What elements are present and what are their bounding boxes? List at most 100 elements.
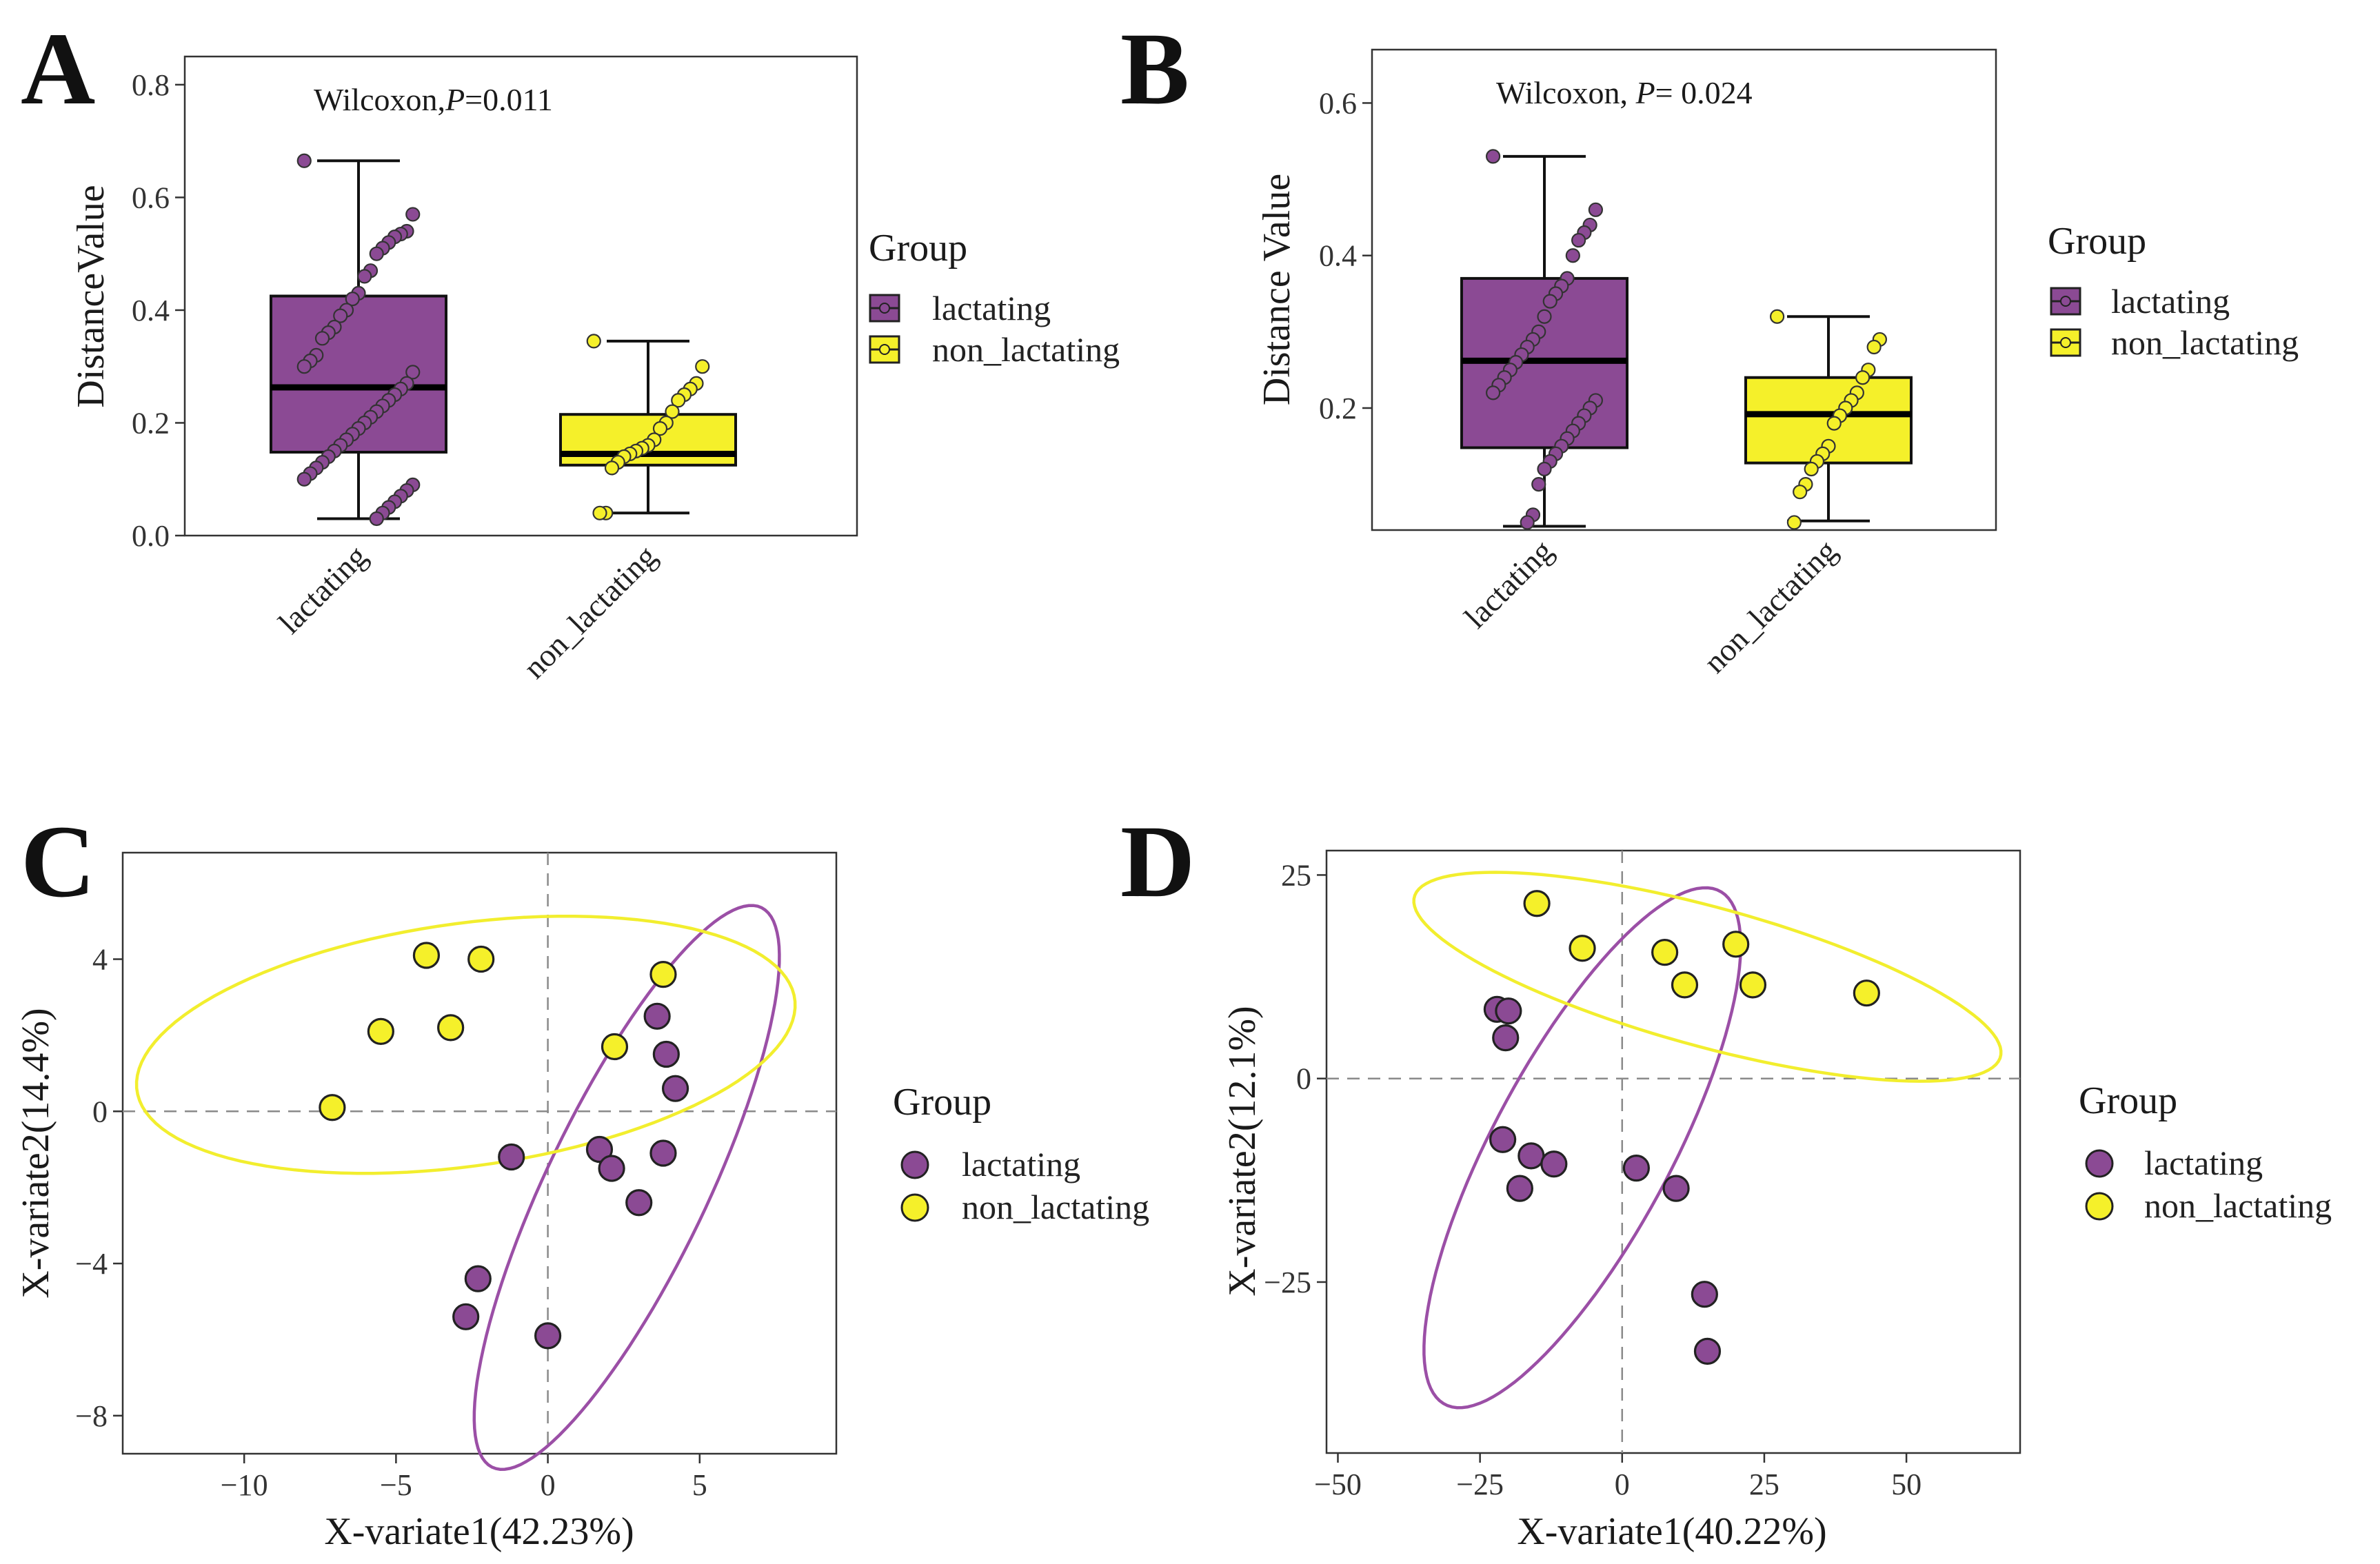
y-tick-label-d: 25 <box>1281 858 1311 892</box>
x-category-label-a: non_lactating <box>516 538 663 685</box>
point-lactating-d <box>1662 1175 1690 1202</box>
point-lactating-c <box>643 1002 671 1030</box>
point-lactating-a <box>405 365 421 380</box>
x-tick-label-c: 5 <box>692 1468 707 1502</box>
y-tick-label-d: 0 <box>1296 1062 1311 1096</box>
point-lactating-d <box>1495 997 1522 1025</box>
point-non_lactating-d <box>1853 979 1880 1007</box>
annotation-a-suffix: =0.011 <box>465 82 553 117</box>
x-categories-b: lactating non_lactating <box>1458 533 1844 680</box>
legend-b: Group lactating non_lactating <box>2048 220 2299 362</box>
x-tick-label-d: 50 <box>1891 1467 1922 1501</box>
point-non_lactating-c <box>437 1014 465 1042</box>
point-lactating-c <box>534 1322 562 1350</box>
point-non_lactating-d <box>1739 971 1767 999</box>
point-non_lactating-a <box>652 421 668 436</box>
x-category-label-a: lactating <box>272 538 374 640</box>
point-non_lactating-c <box>367 1017 394 1045</box>
y-axis-title-b: Distance Value <box>1255 174 1298 405</box>
legend-label-non-lactating-b: non_lactating <box>2111 323 2299 362</box>
legend-swatch-dot-non-lactating-b <box>2060 337 2071 348</box>
legend-swatch-dot-non-lactating-a <box>879 344 890 355</box>
panel-a: A 0.0 0.2 0.4 0.6 0.8 DistanceValue Wilcoxon… <box>21 12 1120 685</box>
y-tick-label-a: 0.2 <box>132 406 170 440</box>
point-lactating-a <box>296 153 312 168</box>
y-tick-label-c: −4 <box>75 1247 108 1281</box>
point-lactating-a <box>369 246 384 261</box>
point-lactating-d <box>1540 1150 1568 1178</box>
point-lactating-b <box>1542 294 1557 309</box>
x-axis-title-d: X-variate1(40.22%) <box>1517 1510 1826 1553</box>
point-non_lactating-b <box>1793 485 1808 500</box>
x-tick-label-d: −50 <box>1314 1467 1362 1501</box>
annotation-b-prefix: Wilcoxon, <box>1496 75 1636 110</box>
y-tick-label-b: 0.4 <box>1319 239 1357 273</box>
point-lactating-d <box>1506 1175 1533 1202</box>
legend-label-non-lactating-c: non_lactating <box>962 1188 1149 1226</box>
point-lactating-a <box>345 291 360 307</box>
point-non_lactating-c <box>601 1033 629 1061</box>
point-lactating-d <box>1517 1142 1545 1170</box>
point-non_lactating-c <box>649 961 677 988</box>
ellipse-lactating-c <box>472 904 781 1471</box>
ellipse-non_lactating-c <box>134 914 797 1175</box>
point-non_lactating-c <box>412 942 441 969</box>
point-lactating-a <box>314 331 330 346</box>
plot-frame-d <box>1325 849 2021 1454</box>
point-lactating-c <box>649 1139 677 1167</box>
x-axis-title-c: X-variate1(42.23%) <box>324 1510 634 1553</box>
legend-title-d: Group <box>2079 1079 2177 1122</box>
y-tick-label-a: 0.8 <box>132 68 170 102</box>
y-tick-label-c: 4 <box>92 943 108 977</box>
y-tick-label-a: 0.6 <box>132 181 170 214</box>
panel-label-d: D <box>1120 804 1195 919</box>
annotation-a-prefix: Wilcoxon, <box>314 82 445 117</box>
point-lactating-b <box>1588 202 1603 217</box>
legend-label-lactating-c: lactating <box>962 1145 1080 1184</box>
y-axis-b: 0.2 0.4 0.6 <box>1319 86 1372 425</box>
point-lactating-b <box>1531 477 1546 492</box>
y-tick-label-b: 0.6 <box>1319 86 1357 120</box>
legend-label-non-lactating-d: non_lactating <box>2144 1186 2332 1225</box>
point-lactating-c <box>598 1155 625 1182</box>
point-lactating-b <box>1537 461 1552 477</box>
point-lactating-b <box>1571 232 1586 248</box>
ellipse-lactating-d <box>1422 886 1742 1410</box>
y-tick-label-a: 0.0 <box>132 519 170 553</box>
legend-c: Group lactating non_lactating <box>893 1081 1149 1226</box>
legend-d: Group lactating non_lactating <box>2079 1079 2332 1225</box>
x-tick-label-c: 0 <box>541 1468 556 1502</box>
annotation-b-suffix: = 0.024 <box>1655 75 1753 110</box>
point-non_lactating-b <box>1826 416 1842 431</box>
y-axis-title-d: X-variate2(12.1%) <box>1221 1006 1264 1296</box>
point-lactating-c <box>652 1040 680 1068</box>
x-tick-label-d: 0 <box>1615 1467 1630 1501</box>
point-lactating-a <box>296 471 312 487</box>
point-lactating-b <box>1520 515 1535 530</box>
point-non_lactating-d <box>1569 935 1596 962</box>
annotation-b-p: P <box>1635 75 1655 110</box>
point-lactating-b <box>1537 309 1552 324</box>
legend-swatch-dot-lactating-b <box>2060 296 2071 307</box>
legend-swatch-dot-lactating-a <box>879 303 890 314</box>
point-lactating-a <box>369 511 384 527</box>
point-non_lactating-a <box>671 393 686 408</box>
legend-label-lactating-b: lactating <box>2111 282 2230 321</box>
panel-b: B 0.2 0.4 0.6 Distance Value Wilcoxon, P= … <box>1120 12 2299 680</box>
x-category-label-b: non_lactating <box>1697 533 1844 680</box>
x-tick-label-c: −10 <box>221 1468 268 1502</box>
point-non_lactating-d <box>1651 939 1679 966</box>
annotation-a: Wilcoxon,P=0.011 <box>314 82 553 117</box>
panel-label-c: C <box>21 804 95 919</box>
boxes-a <box>270 153 737 527</box>
y-axis-title-a: DistanceValue <box>70 185 112 407</box>
x-categories-a: lactating non_lactating <box>272 538 663 685</box>
y-tick-label-d: −25 <box>1264 1266 1311 1299</box>
point-non_lactating-a <box>665 404 680 419</box>
point-lactating-c <box>585 1135 614 1164</box>
point-lactating-c <box>464 1265 492 1292</box>
annotation-b: Wilcoxon, P= 0.024 <box>1496 75 1753 110</box>
point-lactating-a <box>296 359 312 374</box>
x-category-label-b: lactating <box>1458 533 1560 635</box>
